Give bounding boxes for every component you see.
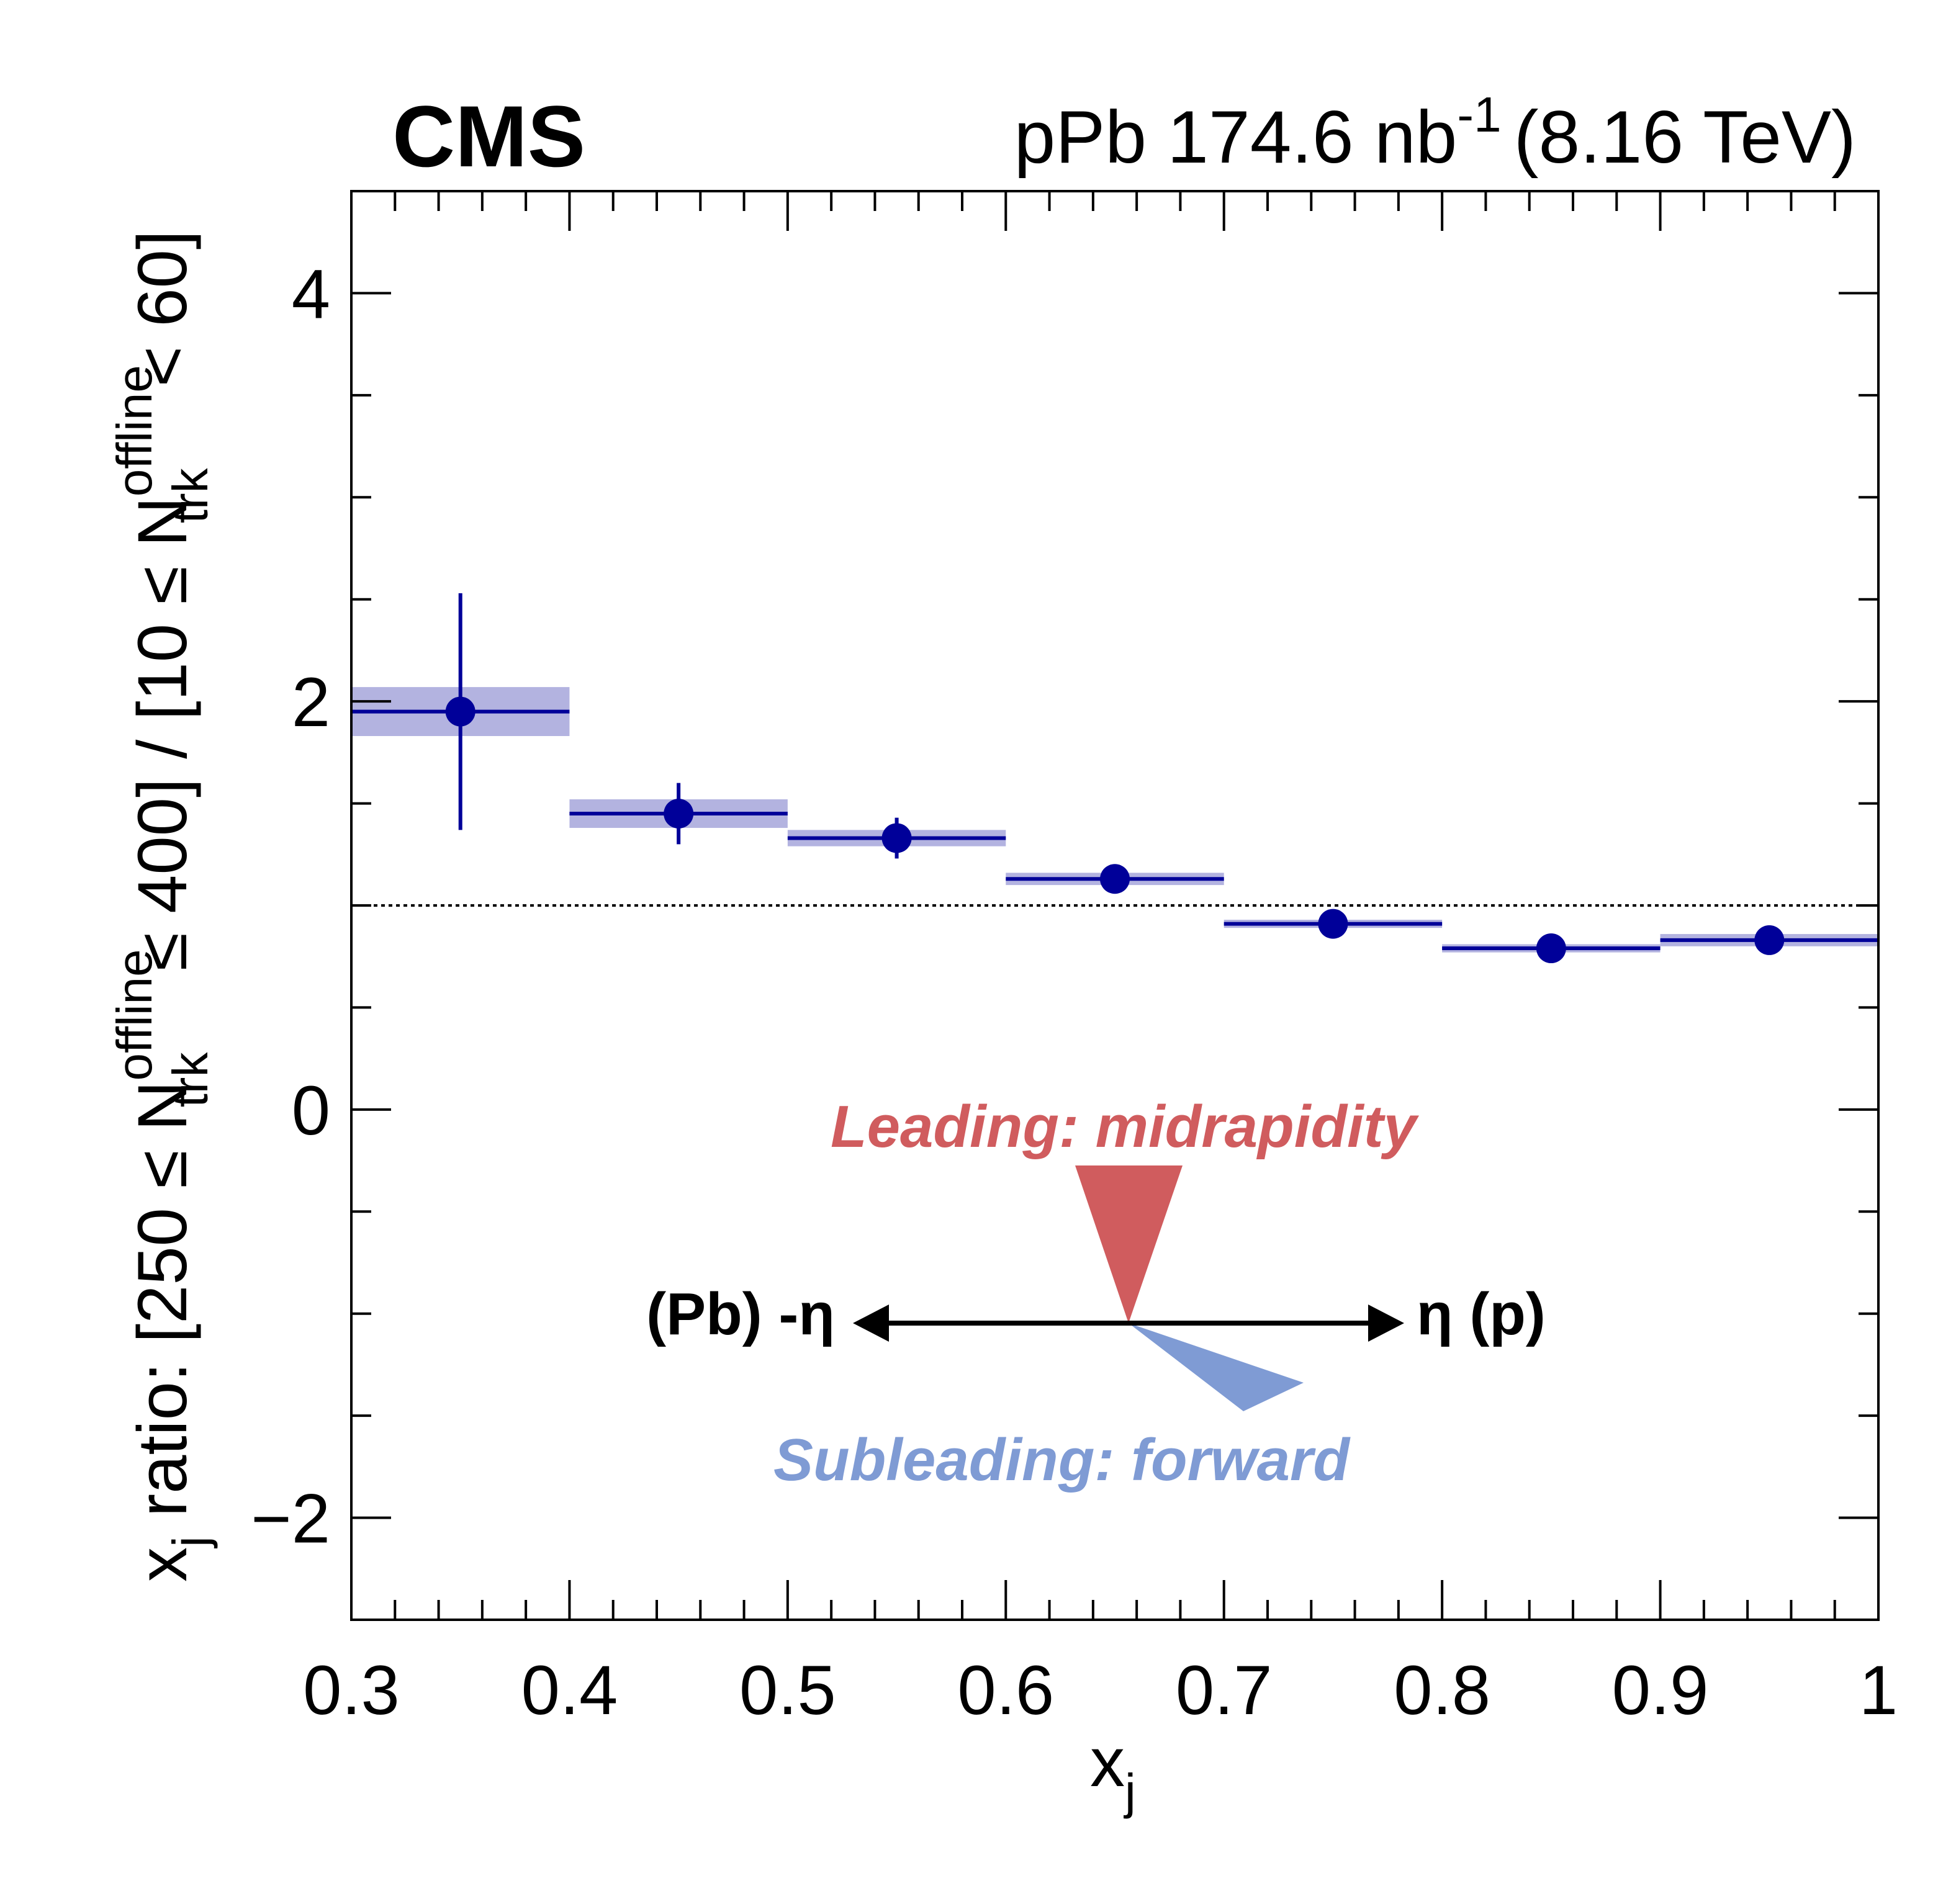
data-point: [445, 696, 475, 727]
p-direction-label: η (p): [1417, 1281, 1546, 1347]
y-tick-label: −2: [251, 1480, 330, 1558]
data-point: [881, 823, 912, 853]
data-point: [1536, 933, 1566, 964]
y-axis-title: xj ratio: [250 ≤ Nofflinetrk ≤ 400] / [1…: [107, 230, 218, 1582]
x-tick-label: 1: [1859, 1651, 1898, 1729]
pb-direction-label: (Pb) -η: [646, 1281, 835, 1347]
data-point: [664, 799, 694, 829]
y-tick-label: 4: [292, 255, 330, 333]
lumi-exponent: -1: [1457, 87, 1501, 142]
leading-label: Leading: midrapidity: [831, 1093, 1420, 1160]
syst-band-layer: [351, 687, 1878, 953]
axis-ticks: [350, 190, 1880, 1621]
x-tick-label: 0.3: [303, 1651, 400, 1729]
axis-tick-labels: 0.3 0.4 0.5 0.6 0.7 0.8 0.9 1 −2 0 2 4: [251, 255, 1898, 1729]
x-tick-label: 0.8: [1394, 1651, 1490, 1729]
data-point: [1318, 909, 1348, 939]
data-point: [1754, 925, 1785, 955]
eta-arrow-right-icon: [1368, 1305, 1404, 1342]
eta-arrow-left-icon: [853, 1305, 889, 1342]
x-axis-title: xj: [1090, 1723, 1136, 1819]
x-tick-label: 0.9: [1612, 1651, 1709, 1729]
y-tick-label: 2: [292, 663, 330, 741]
data-point-layer: [351, 593, 1878, 964]
data-point: [1100, 864, 1130, 894]
lumi-label: pPb 174.6 nb-1 (8.16 TeV): [1014, 87, 1856, 179]
lumi-prefix: pPb 174.6 nb: [1014, 96, 1457, 179]
x-tick-label: 0.6: [957, 1651, 1054, 1729]
x-tick-label: 0.5: [739, 1651, 836, 1729]
x-tick-label: 0.7: [1176, 1651, 1273, 1729]
subleading-jet-cone: [1129, 1323, 1304, 1411]
experiment-label: CMS: [392, 88, 585, 185]
subleading-label: Subleading: forward: [773, 1427, 1351, 1493]
y-tick-label: 0: [292, 1072, 330, 1149]
kinematics-inset: Leading: midrapidity (Pb) -η η (p) Suble…: [646, 1093, 1546, 1493]
x-tick-label: 0.4: [521, 1651, 618, 1729]
leading-jet-cone: [1075, 1165, 1183, 1323]
energy-label: (8.16 TeV): [1514, 96, 1856, 179]
